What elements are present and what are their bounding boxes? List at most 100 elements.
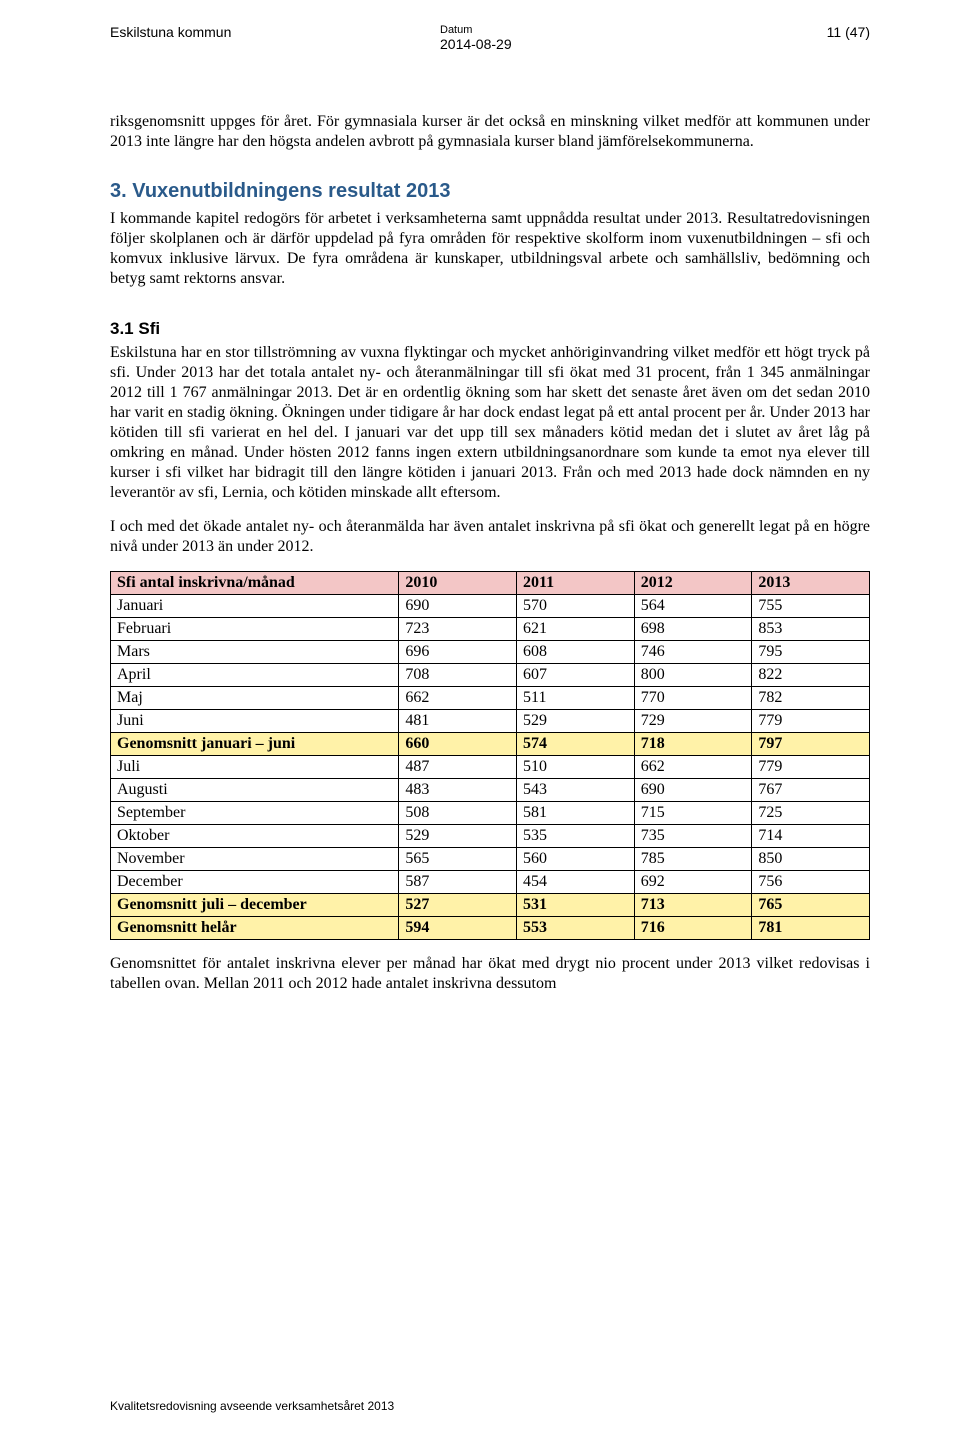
table-row-label: September (111, 802, 399, 825)
table-cell: 735 (634, 825, 752, 848)
table-cell: 755 (752, 595, 870, 618)
table-cell: 543 (517, 779, 635, 802)
table-cell: 621 (517, 618, 635, 641)
table-cell: 574 (517, 733, 635, 756)
page-header: Eskilstuna kommun Datum 2014-08-29 11 (4… (110, 24, 870, 52)
table-cell: 853 (752, 618, 870, 641)
table-cell: 718 (634, 733, 752, 756)
table-row: Oktober529535735714 (111, 825, 870, 848)
table-cell: 716 (634, 917, 752, 940)
table-cell: 510 (517, 756, 635, 779)
table-row: Augusti483543690767 (111, 779, 870, 802)
table-cell: 756 (752, 871, 870, 894)
table-row-label: December (111, 871, 399, 894)
table-cell: 800 (634, 664, 752, 687)
table-cell: 779 (752, 756, 870, 779)
table-row: Februari723621698853 (111, 618, 870, 641)
table-cell: 531 (517, 894, 635, 917)
table-cell: 454 (517, 871, 635, 894)
table-header-cell: 2013 (752, 572, 870, 595)
table-cell: 725 (752, 802, 870, 825)
table-cell: 662 (399, 687, 517, 710)
sfi-paragraph-1: Eskilstuna har en stor tillströmning av … (110, 343, 870, 503)
after-table-paragraph: Genomsnittet för antalet inskrivna eleve… (110, 954, 870, 994)
table-header-cell: 2010 (399, 572, 517, 595)
table-header-cell: 2012 (634, 572, 752, 595)
table-cell: 587 (399, 871, 517, 894)
table-row: September508581715725 (111, 802, 870, 825)
table-cell: 565 (399, 848, 517, 871)
table-cell: 481 (399, 710, 517, 733)
table-cell: 594 (399, 917, 517, 940)
table-cell: 767 (752, 779, 870, 802)
table-cell: 508 (399, 802, 517, 825)
table-cell: 822 (752, 664, 870, 687)
table-cell: 715 (634, 802, 752, 825)
table-cell: 607 (517, 664, 635, 687)
table-row-label: Augusti (111, 779, 399, 802)
table-cell: 564 (634, 595, 752, 618)
table-row-label: Genomsnitt januari – juni (111, 733, 399, 756)
table-row: Mars696608746795 (111, 641, 870, 664)
table-row: Juni481529729779 (111, 710, 870, 733)
table-cell: 770 (634, 687, 752, 710)
table-cell: 690 (634, 779, 752, 802)
table-row-label: Januari (111, 595, 399, 618)
table-row: Juli487510662779 (111, 756, 870, 779)
table-cell: 660 (399, 733, 517, 756)
table-row: Maj662511770782 (111, 687, 870, 710)
table-cell: 729 (634, 710, 752, 733)
sfi-enrollment-table: Sfi antal inskrivna/månad201020112012201… (110, 571, 870, 940)
table-header-row: Sfi antal inskrivna/månad201020112012201… (111, 572, 870, 595)
table-row: April708607800822 (111, 664, 870, 687)
table-cell: 708 (399, 664, 517, 687)
sfi-paragraph-2: I och med det ökade antalet ny- och åter… (110, 517, 870, 557)
table-cell: 535 (517, 825, 635, 848)
table-row-label: Mars (111, 641, 399, 664)
heading-section-3: 3. Vuxenutbildningens resultat 2013 (110, 180, 870, 203)
table-row-label: Oktober (111, 825, 399, 848)
table-cell: 779 (752, 710, 870, 733)
table-row-label: Genomsnitt helår (111, 917, 399, 940)
table-row: Genomsnitt helår594553716781 (111, 917, 870, 940)
table-row: November565560785850 (111, 848, 870, 871)
table-row-label: Genomsnitt juli – december (111, 894, 399, 917)
table-cell: 529 (517, 710, 635, 733)
table-cell: 511 (517, 687, 635, 710)
table-cell: 746 (634, 641, 752, 664)
table-cell: 698 (634, 618, 752, 641)
heading-section-3-1: 3.1 Sfi (110, 319, 870, 339)
header-org: Eskilstuna kommun (110, 24, 310, 52)
page: Eskilstuna kommun Datum 2014-08-29 11 (4… (0, 0, 960, 1437)
table-row: Januari690570564755 (111, 595, 870, 618)
table-cell: 795 (752, 641, 870, 664)
header-center: Datum 2014-08-29 (440, 24, 640, 52)
table-cell: 713 (634, 894, 752, 917)
table-row-label: Juni (111, 710, 399, 733)
table-cell: 690 (399, 595, 517, 618)
header-page-number: 11 (47) (770, 24, 870, 52)
table-cell: 723 (399, 618, 517, 641)
table-cell: 785 (634, 848, 752, 871)
table-cell: 553 (517, 917, 635, 940)
table-cell: 570 (517, 595, 635, 618)
intro-paragraph: riksgenomsnitt uppges för året. För gymn… (110, 112, 870, 152)
header-datum-label: Datum (440, 24, 640, 36)
table-cell: 781 (752, 917, 870, 940)
table-row: Genomsnitt juli – december527531713765 (111, 894, 870, 917)
table-row-label: Juli (111, 756, 399, 779)
table-cell: 560 (517, 848, 635, 871)
table-cell: 765 (752, 894, 870, 917)
section-3-paragraph: I kommande kapitel redogörs för arbetet … (110, 209, 870, 289)
table-cell: 608 (517, 641, 635, 664)
table-header-cell: Sfi antal inskrivna/månad (111, 572, 399, 595)
table-header-cell: 2011 (517, 572, 635, 595)
table-cell: 850 (752, 848, 870, 871)
table-cell: 487 (399, 756, 517, 779)
table-row-label: Februari (111, 618, 399, 641)
header-datum: 2014-08-29 (440, 36, 640, 52)
table-cell: 662 (634, 756, 752, 779)
table-cell: 692 (634, 871, 752, 894)
table-row: December587454692756 (111, 871, 870, 894)
table-cell: 527 (399, 894, 517, 917)
